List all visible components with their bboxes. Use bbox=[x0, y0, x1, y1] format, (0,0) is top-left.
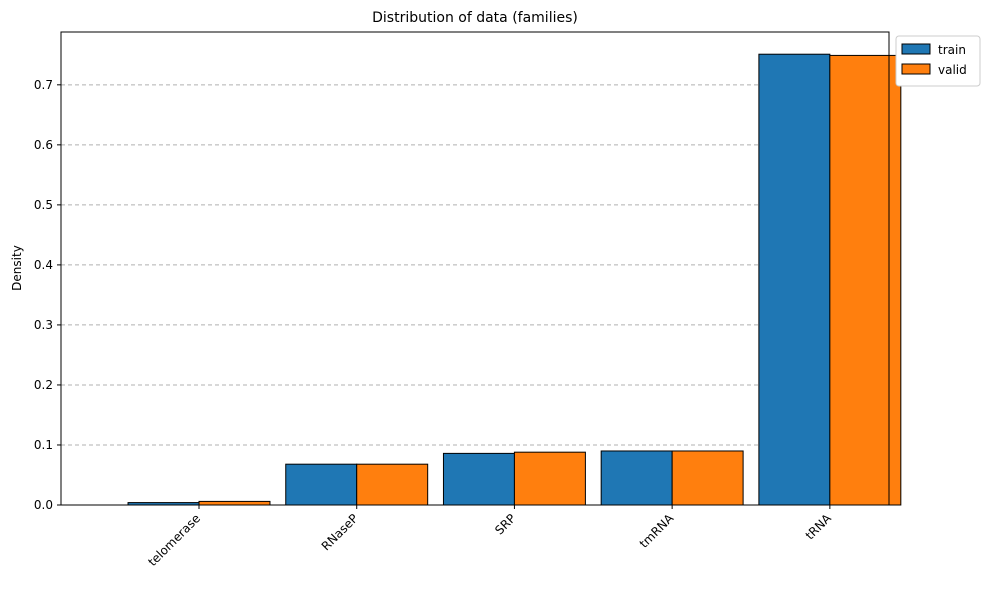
y-tick-label: 0.0 bbox=[34, 498, 53, 512]
chart-title: Distribution of data (families) bbox=[372, 10, 578, 26]
x-tick-label: tRNA bbox=[803, 511, 835, 543]
x-tick-label: RNaseP bbox=[319, 511, 361, 553]
legend-swatch-train bbox=[901, 43, 931, 55]
bar-valid-RNaseP bbox=[356, 463, 429, 506]
legend-label-valid: valid bbox=[938, 63, 967, 77]
y-tick-label: 0.1 bbox=[34, 438, 53, 452]
x-tick-label: tmRNA bbox=[637, 511, 677, 551]
bars bbox=[127, 53, 902, 506]
bar-train-RNaseP bbox=[285, 463, 358, 506]
bar-valid-SRP bbox=[513, 451, 586, 506]
bar-valid-tRNA bbox=[829, 54, 902, 506]
x-tick-label: telomerase bbox=[145, 511, 203, 569]
bar-valid-tmRNA bbox=[671, 450, 744, 506]
bar-valid-telomerase bbox=[198, 500, 271, 506]
plot-frame bbox=[60, 31, 890, 506]
y-tick-label: 0.4 bbox=[34, 258, 53, 272]
y-axis: 0.0 0.1 0.2 0.3 0.4 0.5 0.6 0.7 bbox=[34, 78, 61, 512]
x-tick-label: SRP bbox=[492, 511, 518, 537]
y-tick-label: 0.7 bbox=[34, 78, 53, 92]
bar-train-SRP bbox=[442, 452, 515, 506]
y-tick-label: 0.5 bbox=[34, 198, 53, 212]
grid-lines bbox=[61, 84, 889, 446]
y-axis-label: Density bbox=[10, 245, 24, 291]
legend-label-train: train bbox=[938, 43, 966, 57]
y-tick-label: 0.2 bbox=[34, 378, 53, 392]
bar-train-tmRNA bbox=[600, 450, 673, 506]
y-tick-label: 0.3 bbox=[34, 318, 53, 332]
bar-train-tRNA bbox=[758, 53, 831, 506]
legend-swatch-valid bbox=[901, 63, 931, 75]
y-tick-label: 0.6 bbox=[34, 138, 53, 152]
x-axis: telomerase RNaseP SRP tmRNA tRNA bbox=[145, 505, 835, 569]
legend: train valid bbox=[895, 35, 981, 87]
